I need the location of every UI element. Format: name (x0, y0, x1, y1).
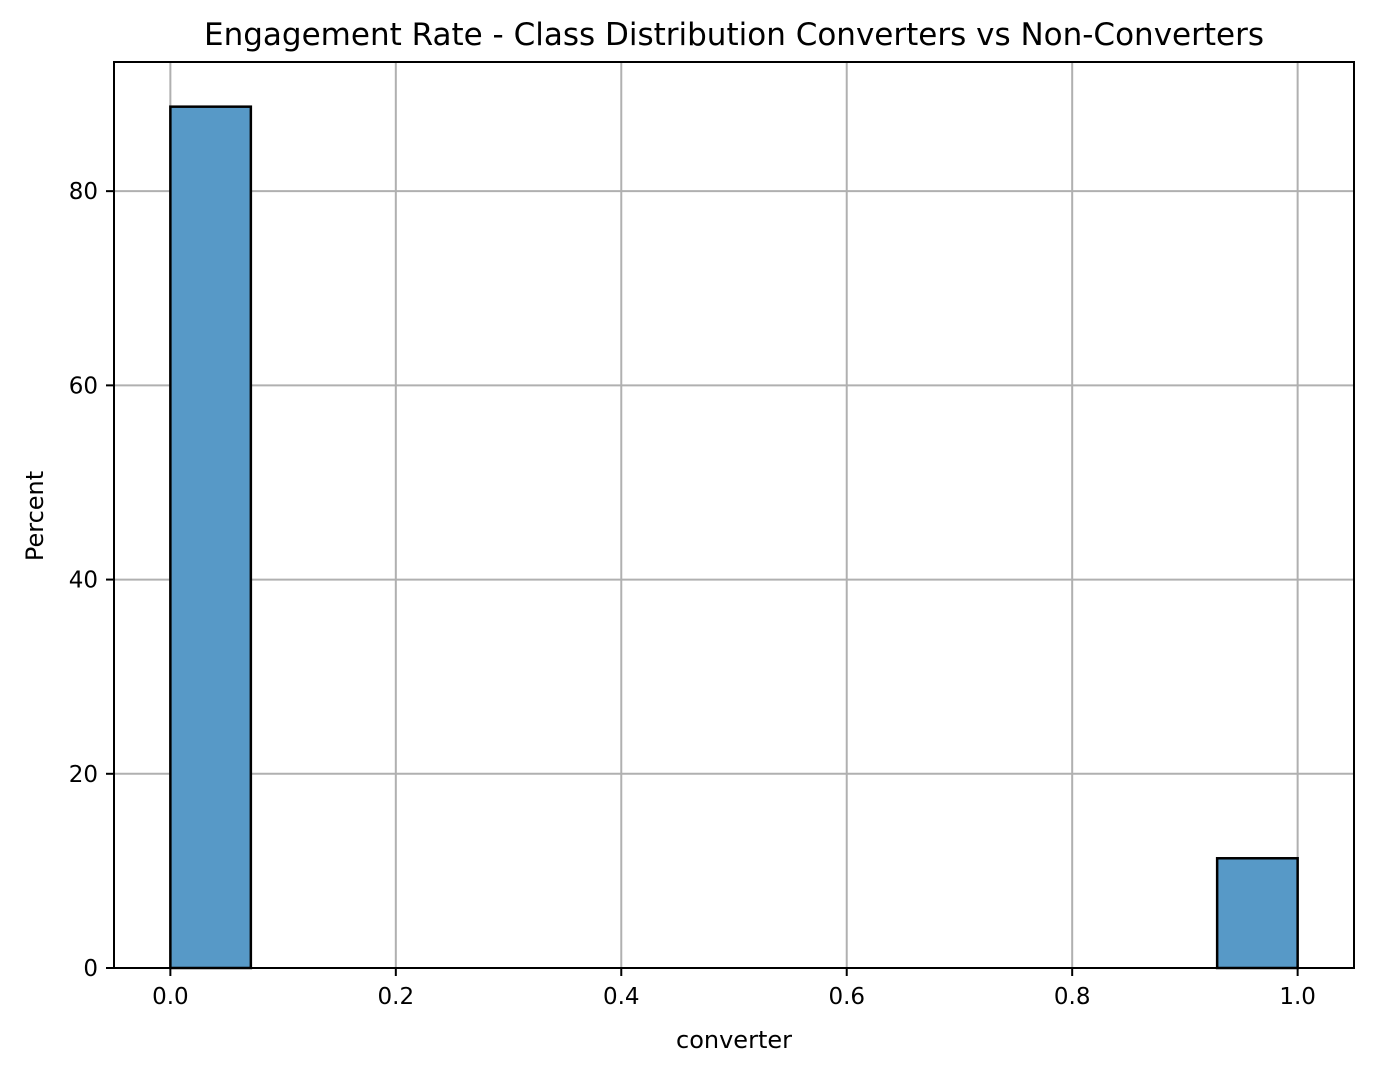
histogram-bar-2 (1215, 857, 1299, 970)
x-tick-label: 0.8 (1054, 984, 1091, 1010)
x-tick-label: 0.0 (152, 984, 189, 1010)
y-tick-label: 20 (69, 762, 98, 788)
y-tick-label: 0 (83, 956, 98, 982)
x-tick-label: 0.6 (828, 984, 865, 1010)
bars-layer (169, 105, 1299, 970)
x-axis-label: converter (676, 1026, 792, 1054)
x-tick-label: 0.4 (603, 984, 640, 1010)
x-tick-label: 0.2 (378, 984, 415, 1010)
y-axis-label: Percent (21, 471, 49, 561)
grid-layer (114, 62, 1354, 969)
y-tick-label: 40 (69, 568, 98, 594)
ticks-layer: 0.0 0.2 0.4 0.6 0.8 1.0 0 20 40 60 80 (69, 179, 1316, 1010)
chart-title: Engagement Rate - Class Distribution Con… (204, 17, 1264, 53)
y-tick-label: 80 (69, 179, 98, 205)
histogram-bar-1 (169, 105, 253, 970)
y-tick-label: 60 (69, 373, 98, 399)
x-tick-label: 1.0 (1279, 984, 1316, 1010)
plot-frame (113, 61, 1355, 969)
